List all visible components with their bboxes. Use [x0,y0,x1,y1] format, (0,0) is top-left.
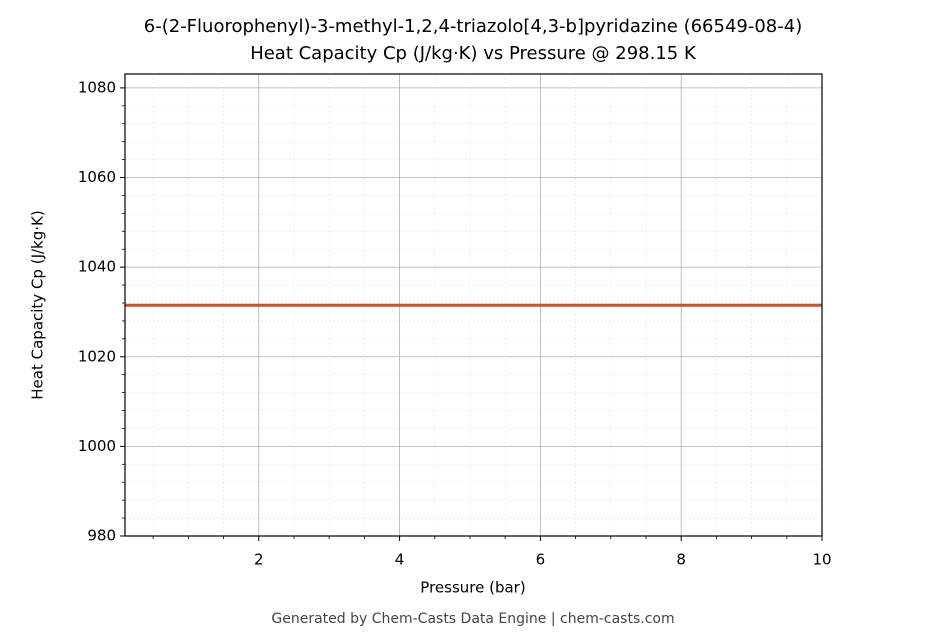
chart-title: 6-(2-Fluorophenyl)-3-methyl-1,2,4-triazo… [144,16,802,37]
y-tick-label: 1020 [78,347,116,365]
y-tick-label: 1060 [78,168,116,186]
x-tick-label: 4 [395,551,405,569]
x-axis-label: Pressure (bar) [420,579,525,597]
x-tick-label: 2 [254,551,264,569]
x-tick-label: 8 [676,551,686,569]
y-tick-label: 1000 [78,437,116,455]
x-tick-label: 6 [536,551,546,569]
footer: Generated by Chem-Casts Data Engine | ch… [271,611,674,627]
chart-subtitle: Heat Capacity Cp (J/kg·K) vs Pressure @ … [250,43,697,64]
y-tick-label: 1080 [78,78,116,96]
y-axis-label: Heat Capacity Cp (J/kg·K) [29,210,47,399]
y-tick-label: 980 [87,527,116,545]
y-tick-label: 1040 [78,258,116,276]
x-tick-label: 10 [812,551,831,569]
plot-frame [124,73,823,537]
